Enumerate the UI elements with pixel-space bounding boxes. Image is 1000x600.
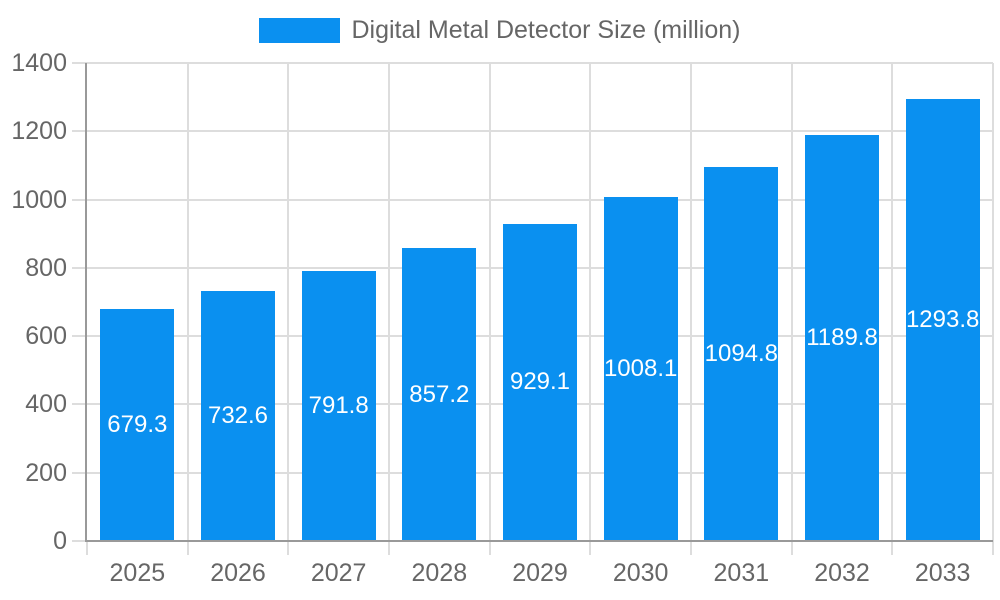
x-axis-tick	[86, 541, 88, 555]
x-gridline	[589, 63, 592, 541]
x-axis-label-2031: 2031	[713, 559, 770, 587]
x-axis-label-2033: 2033	[914, 559, 971, 587]
x-axis-tick	[790, 541, 793, 555]
bar-2028[interactable]	[402, 248, 477, 541]
x-axis-label-2028: 2028	[411, 559, 468, 587]
x-axis-tick	[589, 541, 592, 555]
x-axis-line	[85, 540, 993, 542]
bar-2029[interactable]	[503, 223, 577, 541]
y-axis-tick	[72, 540, 87, 542]
x-axis-label-2032: 2032	[814, 559, 870, 587]
x-gridline	[690, 63, 692, 541]
x-axis-tick	[992, 541, 994, 555]
x-gridline	[992, 63, 994, 541]
x-gridline	[488, 63, 491, 541]
x-gridline	[891, 63, 894, 541]
y-axis-label: 1200	[11, 117, 67, 146]
x-gridline	[388, 63, 390, 541]
y-axis-label: 600	[25, 322, 67, 351]
legend-item[interactable]: Digital Metal Detector Size (million)	[0, 16, 1000, 45]
y-axis-label: 0	[53, 527, 67, 555]
y-axis-line	[85, 63, 87, 541]
x-axis-label-2030: 2030	[612, 559, 669, 587]
y-gridline	[87, 62, 993, 64]
y-axis-tick	[72, 266, 87, 269]
x-axis-tick	[690, 541, 692, 555]
bar-2031[interactable]	[704, 167, 779, 541]
x-axis-tick	[287, 541, 290, 555]
bar-2032[interactable]	[805, 134, 879, 541]
x-axis-tick	[388, 541, 390, 555]
x-axis-label-2026: 2026	[210, 559, 266, 587]
y-axis-tick	[72, 130, 87, 133]
bar-2026[interactable]	[201, 290, 275, 541]
y-gridline	[87, 130, 993, 133]
x-axis-label-2029: 2029	[512, 559, 568, 587]
x-gridline	[186, 63, 189, 541]
y-axis-label: 1400	[11, 49, 67, 77]
x-gridline	[790, 63, 793, 541]
x-axis-label-2025: 2025	[109, 559, 166, 587]
y-axis-label: 200	[25, 458, 67, 487]
y-axis-label: 400	[25, 390, 67, 419]
bar-2027[interactable]	[301, 270, 376, 541]
x-axis-tick	[186, 541, 189, 555]
y-axis-tick	[72, 62, 87, 64]
bar-2030[interactable]	[603, 196, 678, 541]
y-axis-tick	[72, 403, 87, 406]
x-axis-tick	[488, 541, 491, 555]
y-axis-tick	[72, 335, 87, 338]
y-axis-label: 800	[25, 253, 67, 282]
bar-2025[interactable]	[100, 309, 175, 541]
y-gridline	[87, 198, 993, 201]
x-axis-label-2027: 2027	[310, 559, 367, 587]
legend-swatch	[259, 18, 341, 43]
bar-2033[interactable]	[905, 99, 980, 541]
y-axis-tick	[72, 198, 87, 201]
x-gridline	[287, 63, 290, 541]
legend-label: Digital Metal Detector Size (million)	[351, 16, 741, 44]
y-axis-label: 1000	[11, 185, 67, 214]
y-axis-tick	[72, 471, 87, 474]
x-axis-tick	[891, 541, 894, 555]
